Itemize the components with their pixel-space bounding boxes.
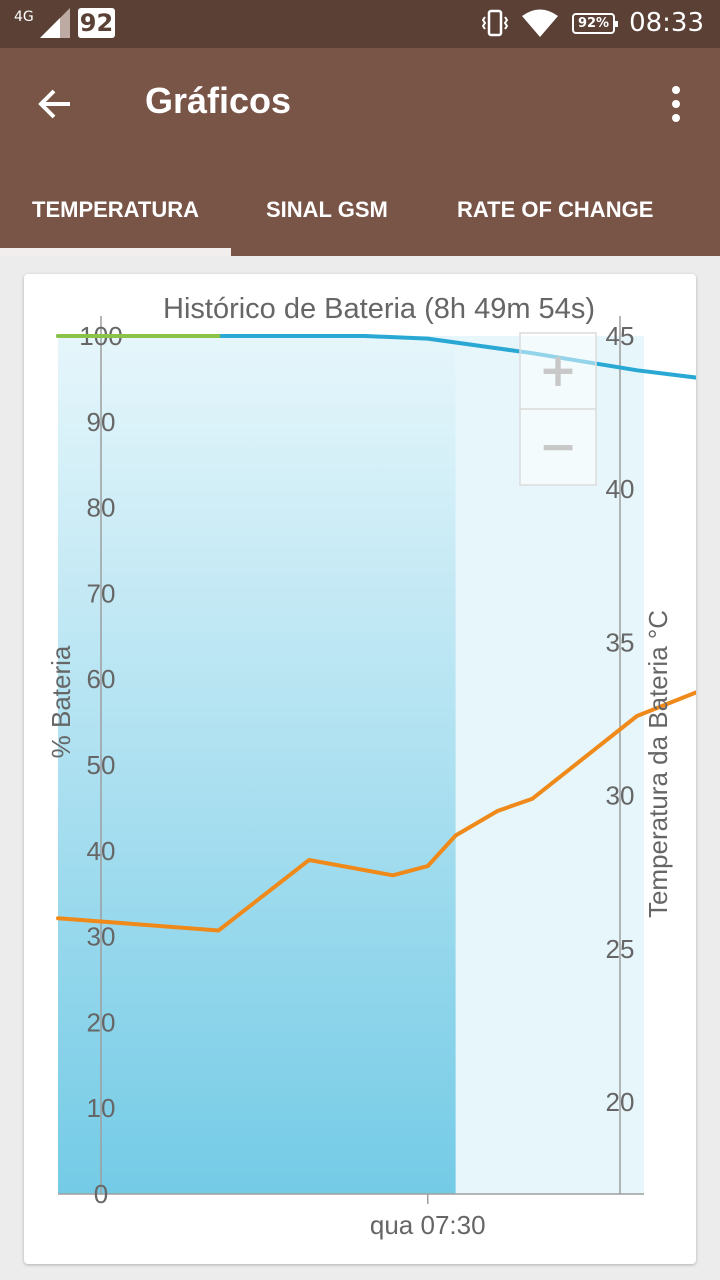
- right-tick-label: 40: [606, 474, 635, 504]
- back-arrow-icon[interactable]: [34, 82, 78, 126]
- right-tick-label: 35: [606, 627, 635, 657]
- tab-bar: TEMPERATURA SINAL GSM RATE OF CHANGE: [0, 182, 720, 256]
- left-axis-label: % Bateria: [46, 645, 76, 758]
- left-tick-label: 50: [87, 750, 116, 780]
- right-tick-label: 30: [606, 781, 635, 811]
- chart-card: 0 10 20 30 40 50 60 70 80 90 100 20 25 30 35 40 45 qua …: [24, 274, 696, 1264]
- overflow-menu-icon[interactable]: [664, 82, 688, 126]
- zoom-in-button[interactable]: +: [519, 332, 597, 410]
- wifi-icon: [521, 9, 558, 37]
- left-tick-label: 70: [87, 578, 116, 608]
- left-tick-label: 0: [94, 1179, 108, 1209]
- chart-title: Histórico de Bateria (8h 49m 54s): [163, 293, 595, 325]
- left-tick-label: 10: [87, 1093, 116, 1123]
- right-tick-label: 20: [606, 1087, 635, 1117]
- status-bar: 4G 92 92% 08:33: [0, 0, 720, 48]
- right-tick-label: 45: [606, 321, 635, 351]
- tab-sinal-gsm[interactable]: SINAL GSM: [266, 197, 388, 222]
- right-axis-label: Temperatura da Bateria °C: [643, 610, 673, 918]
- left-tick-label: 90: [87, 407, 116, 437]
- series-line: [56, 690, 696, 933]
- tab-rate-of-change[interactable]: RATE OF CHANGE: [457, 197, 654, 222]
- left-tick-label: 80: [87, 493, 116, 523]
- battery-indicator: 92%: [571, 12, 619, 34]
- x-axis-ticks: qua 07:3008:1509:00: [370, 1194, 486, 1240]
- sim-number: 92: [77, 8, 116, 38]
- left-tick-label: 20: [87, 1007, 116, 1037]
- history-area: [58, 336, 456, 1194]
- x-tick-label: qua 07:30: [370, 1210, 486, 1240]
- signal-icon: [39, 8, 70, 38]
- left-tick-label: 60: [87, 664, 116, 694]
- left-tick-label: 40: [87, 836, 116, 866]
- zoom-out-label: −: [539, 419, 578, 473]
- vibrate-icon: [481, 9, 508, 37]
- zoom-out-button[interactable]: −: [519, 408, 597, 486]
- zoom-in-label: +: [539, 343, 578, 397]
- right-axis-ticks: 20 25 30 35 40 45: [606, 321, 635, 1117]
- series-line: [56, 334, 696, 380]
- clock: 08:33: [629, 8, 704, 38]
- right-tick-label: 25: [606, 934, 635, 964]
- network-type: 4G: [14, 9, 34, 25]
- series-layer: [56, 334, 696, 933]
- app-bar: Gráficos TEMPERATURA SINAL GSM RATE OF C…: [0, 48, 720, 256]
- tab-temperatura[interactable]: TEMPERATURA: [0, 182, 232, 256]
- page-title: Gráficos: [145, 80, 292, 121]
- left-tick-label: 30: [87, 922, 116, 952]
